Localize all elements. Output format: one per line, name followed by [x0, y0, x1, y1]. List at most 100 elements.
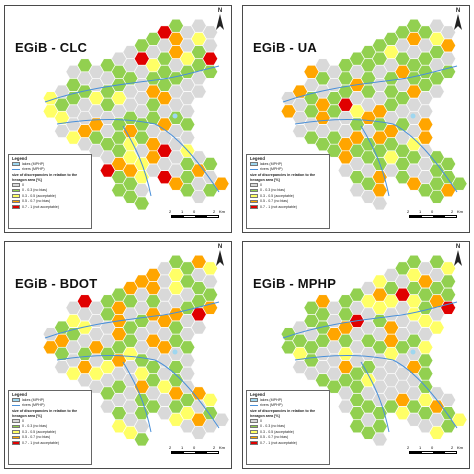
hexagon-cell [99, 347, 116, 361]
hexagon-cell [111, 144, 127, 158]
hexagon-cell [360, 399, 377, 414]
hexagon-cell [134, 287, 150, 302]
hexagon-cell [440, 287, 456, 302]
hexagon-cell [191, 150, 207, 165]
north-arrow-icon: N [214, 8, 226, 32]
class-swatch-0 [250, 419, 258, 424]
hexagon-cell [111, 183, 127, 197]
scale-tick: 1 [419, 445, 422, 450]
class-label: 0 [22, 418, 24, 423]
map-legend: Legend lakes (MPHP) rivers (MPHP) size o… [246, 154, 330, 229]
hexagon-cell [202, 301, 218, 315]
hexagon-cell [429, 307, 445, 322]
hexagon-cell [145, 281, 161, 295]
class-label: 0 [260, 182, 262, 187]
hexagon-cell [168, 84, 184, 99]
hexagon-cell [111, 393, 127, 407]
hexagon-cell [42, 104, 59, 119]
hexagon-cell [383, 45, 399, 59]
hexagon-cell [202, 65, 218, 79]
hexagon-cell [179, 157, 196, 171]
class-label: 0.3 - 0.5 (acceptable) [22, 193, 56, 198]
hexagon-cell [179, 38, 196, 53]
map-legend: Legend lakes (MPHP) rivers (MPHP) size o… [8, 154, 92, 229]
hexagon-cell [179, 117, 196, 132]
hexagon-cell [179, 314, 196, 328]
lake-shape [410, 113, 416, 119]
hexagon-cell [134, 91, 150, 105]
class-swatch-3 [250, 199, 258, 204]
hexagon-cell [315, 84, 331, 99]
river-line [44, 65, 220, 103]
scale-bar: 2 1 0 2 Km [169, 209, 225, 227]
hexagon-cell [360, 150, 377, 165]
hexagon-cell [134, 432, 150, 447]
hexagon-cell [417, 91, 434, 105]
scale-tick: 0 [431, 209, 434, 214]
hexagon-cell [292, 111, 308, 125]
hexagon-cell [417, 274, 434, 289]
scale-unit: Km [219, 445, 225, 450]
hexagon-cell [156, 170, 173, 184]
class-label: 0.7 - 1 (not acceptable) [260, 440, 297, 445]
hexagon-cell [168, 399, 184, 414]
hexagon-cell [360, 84, 377, 99]
hexagon-cell [406, 150, 422, 165]
hexagon-cell [360, 386, 377, 401]
hexagon-cell [383, 347, 399, 361]
hexagon-cell [315, 320, 331, 335]
hexagon-cell [111, 51, 127, 66]
class-swatch-3 [12, 435, 20, 440]
hexagon-cell [349, 353, 365, 368]
hexagon-cell [394, 144, 411, 158]
north-arrow-icon: N [214, 244, 226, 268]
hexagon-cell [337, 386, 354, 401]
river-line [44, 301, 220, 339]
hexagon-cell [337, 150, 354, 165]
hexagon-cell [429, 45, 445, 59]
hexagon-cell [326, 91, 342, 105]
hexagon-cell [111, 419, 127, 433]
hexagon-cell [406, 386, 422, 401]
hexagon-cell [122, 281, 139, 295]
hexagon-cell [134, 419, 150, 433]
river-line [122, 361, 152, 433]
hexagon-cell [202, 51, 218, 66]
hexagon-cell [349, 117, 365, 132]
hexagon-cell [326, 380, 342, 394]
hexagon-cell [440, 65, 456, 79]
hexagon-cell [156, 38, 173, 53]
hexagon-cell [326, 117, 342, 132]
hexagon-cell [394, 157, 411, 171]
hexagon-cell [179, 51, 196, 66]
hexagon-cell [168, 150, 184, 165]
hexagon-cell [77, 373, 93, 387]
hexagon-cell [122, 45, 139, 59]
legend-lakes-label: lakes (MPHP) [22, 161, 45, 166]
legend-title: Legend [250, 156, 265, 161]
hexagon-cell [337, 307, 354, 322]
hexagon-cell [417, 314, 434, 328]
hexagon-cell [406, 255, 422, 269]
hexagon-cell [394, 406, 411, 420]
hexagon-cell [337, 347, 354, 361]
hexagon-cell [417, 287, 434, 302]
hexagon-cell [191, 19, 207, 33]
hexagon-cell [122, 71, 139, 86]
hexagon-cell [111, 287, 127, 302]
hexagon-cell [383, 111, 399, 125]
hexagon-cell [77, 320, 93, 335]
legend-rivers-label: rivers (MPHP) [260, 403, 283, 408]
hexagon-cell [429, 84, 445, 99]
hexagon-cell [191, 255, 207, 269]
hexagon-cell [122, 426, 139, 440]
river-line [154, 359, 220, 429]
hexagon-cell [440, 38, 456, 53]
hexagon-cell [360, 360, 377, 374]
hexagon-cell [156, 380, 173, 394]
hexagon-cell [383, 399, 399, 414]
class-swatch-0 [250, 183, 258, 188]
hexagon-cell [145, 45, 161, 59]
hexagon-cell [406, 399, 422, 414]
hexagon-cell [315, 360, 331, 374]
